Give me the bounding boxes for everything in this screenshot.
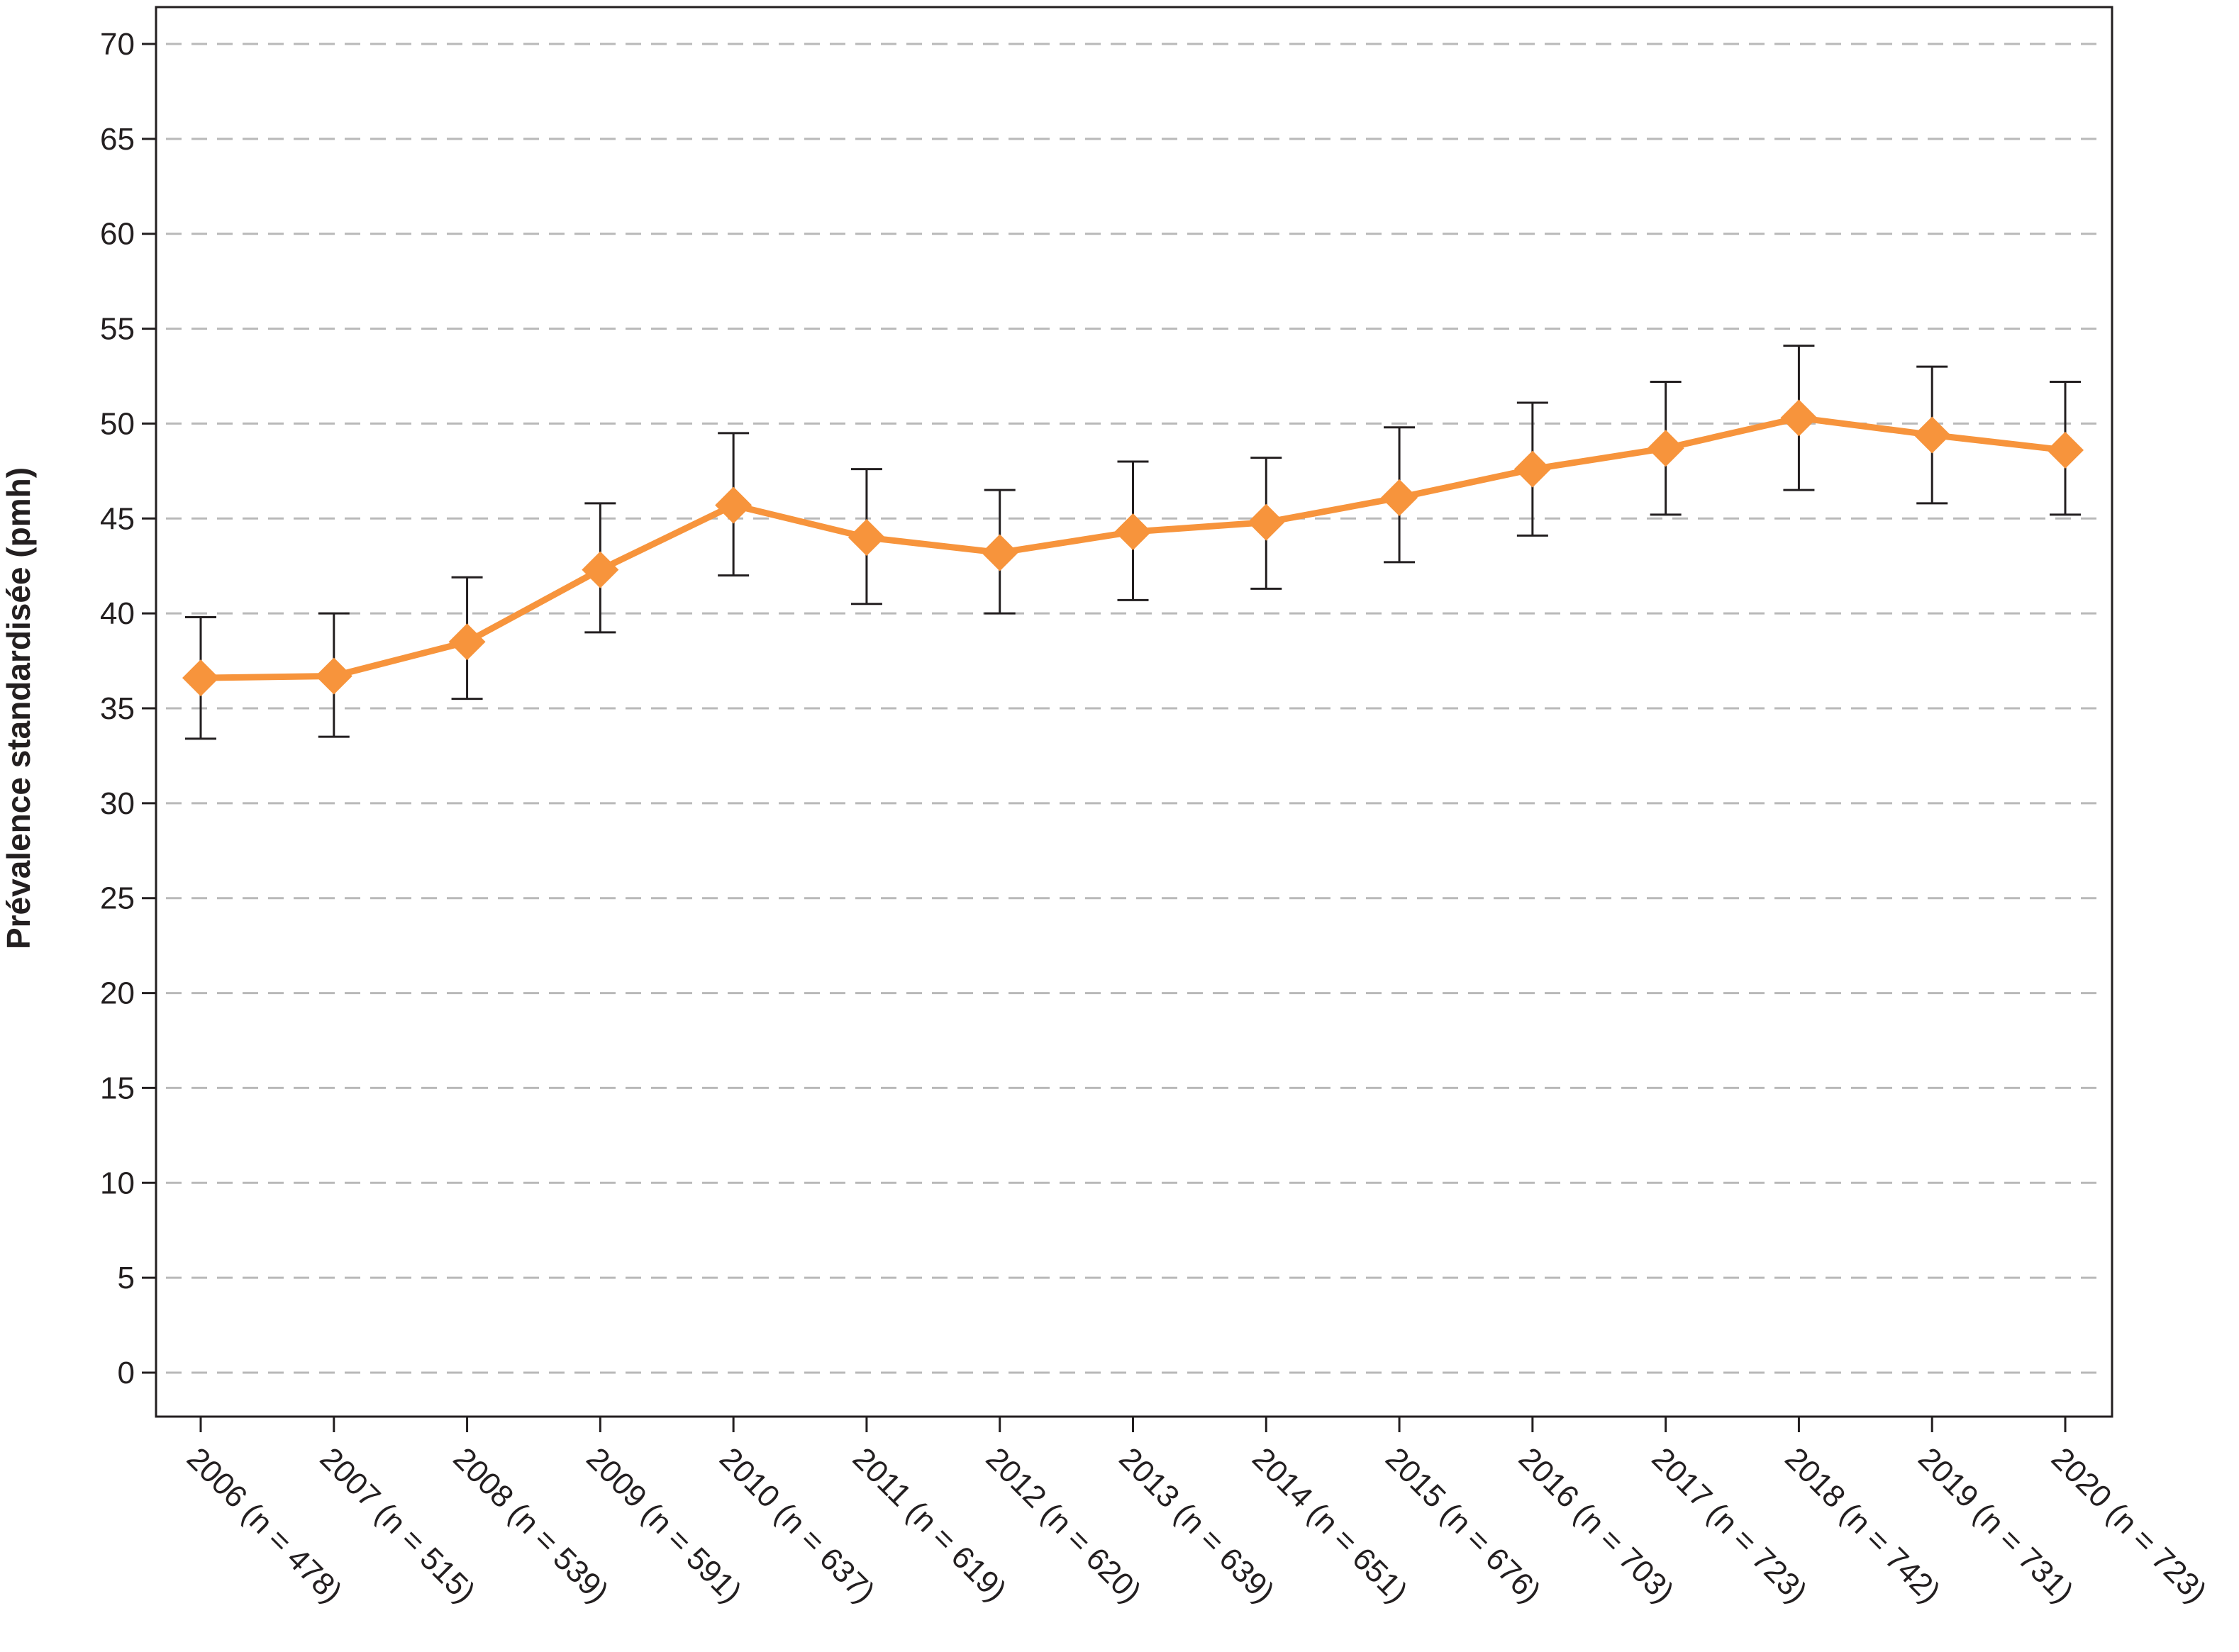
gridlines (166, 43, 2102, 1374)
y-axis-label: Prévalence standardisée (pmh) (0, 467, 37, 949)
data-point-4 (715, 486, 752, 524)
data-point-14 (2047, 431, 2084, 469)
y-tick-label-60: 60 (100, 217, 135, 252)
data-point-8 (1248, 503, 1285, 541)
y-tick-label-15: 15 (100, 1071, 135, 1105)
y-tick-label-55: 55 (100, 312, 135, 347)
data-point-2 (448, 623, 486, 661)
y-tick-label-65: 65 (100, 122, 135, 157)
y-tick-label-5: 5 (118, 1261, 135, 1295)
y-tick-label-45: 45 (100, 501, 135, 536)
data-point-6 (981, 534, 1018, 571)
data-point-3 (582, 551, 619, 588)
data-point-12 (1780, 399, 1818, 437)
data-point-0 (182, 659, 219, 697)
data-point-13 (1913, 416, 1951, 454)
data-point-1 (315, 657, 352, 695)
y-tick-label-30: 30 (100, 786, 135, 821)
data-point-5 (848, 519, 885, 557)
y-tick-label-10: 10 (100, 1166, 135, 1200)
y-tick-label-0: 0 (118, 1356, 135, 1390)
data-point-9 (1381, 479, 1418, 516)
data-point-7 (1114, 513, 1152, 551)
y-tick-label-70: 70 (100, 27, 135, 62)
y-tick-label-50: 50 (100, 406, 135, 441)
data-point-11 (1647, 430, 1684, 467)
y-tick-label-40: 40 (100, 596, 135, 631)
data-point-10 (1513, 450, 1551, 488)
y-tick-label-35: 35 (100, 691, 135, 726)
plot-frame (155, 6, 2113, 1418)
y-tick-label-25: 25 (100, 881, 135, 916)
y-axis: 0 5 10 15 20 25 30 35 40 45 50 55 60 65 70 (100, 27, 156, 1390)
y-tick-label-20: 20 (100, 976, 135, 1011)
series-group (182, 399, 2084, 697)
